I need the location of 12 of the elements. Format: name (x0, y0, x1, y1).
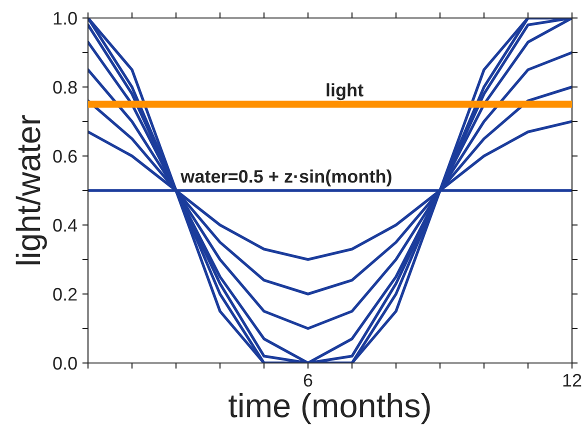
y-tick-label: 1.0 (54, 12, 77, 25)
x-tick-label: 12 (563, 374, 582, 386)
x-axis-title: time (months) (228, 393, 430, 424)
ref-line-label: light (326, 83, 364, 100)
y-tick-label: 0.8 (53, 80, 77, 94)
x-tick-label: 6 (304, 374, 312, 387)
y-tick-label: 0.4 (53, 218, 78, 232)
y-axis-title: light/water (16, 115, 47, 264)
y-tick-label: 0.6 (53, 150, 77, 163)
ref-line-label: water=0.5 + z·sin(month) (180, 170, 392, 186)
text: 0.0 (53, 356, 77, 370)
y-tick-label: 0.2 (53, 288, 77, 301)
